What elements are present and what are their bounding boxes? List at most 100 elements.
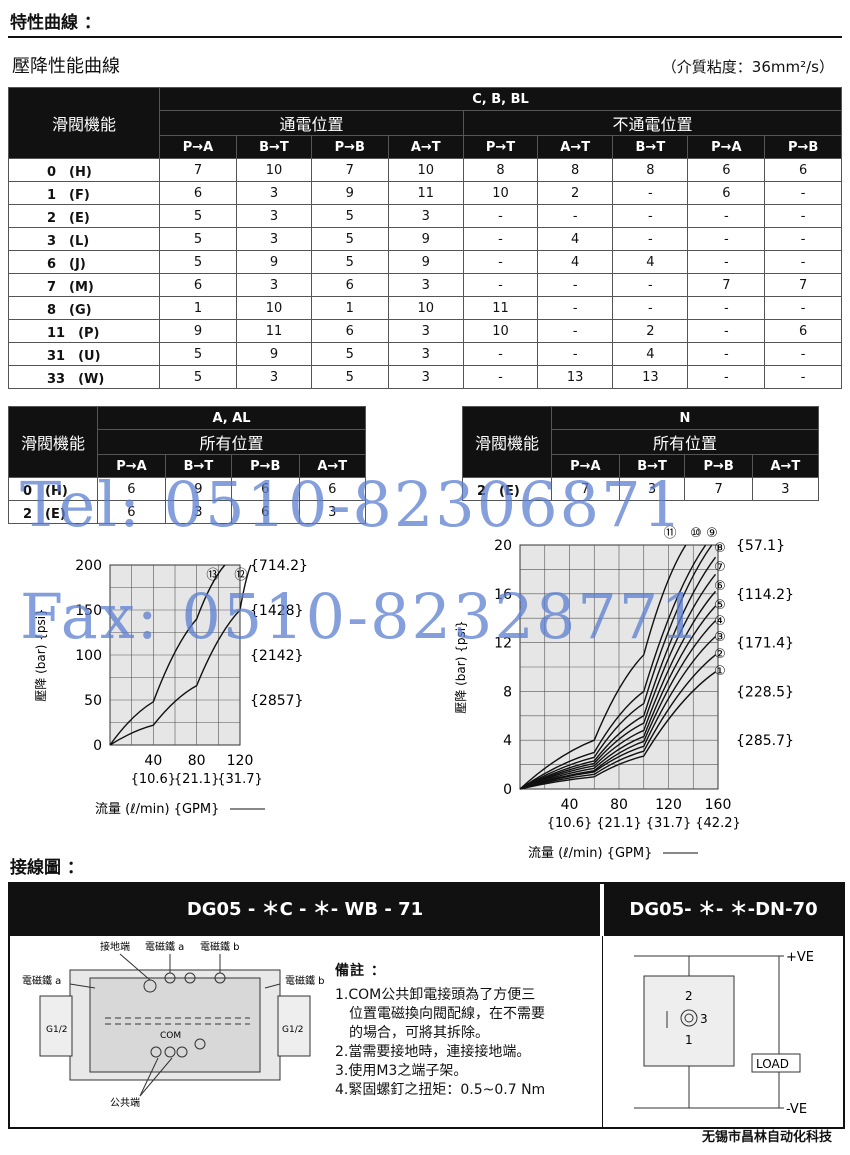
table-cell: - <box>687 204 766 228</box>
series-label: ④ <box>714 614 726 629</box>
table-cell: 5 <box>310 250 389 274</box>
table-cell: 7 <box>310 158 389 182</box>
position-header: 所有位置 <box>551 429 819 455</box>
y-axis-label: 壓降 (bar) {psi} <box>454 620 468 713</box>
series-label: ⑤ <box>714 598 726 613</box>
table-cell: 10 <box>387 296 464 320</box>
table-cell: 2 <box>536 181 614 205</box>
y-psi-label: {57.1} <box>736 538 785 554</box>
table-cell: - <box>536 204 614 228</box>
column-header: P→B <box>230 454 300 478</box>
table-cell: 9 <box>164 477 232 501</box>
table-cell: 5 <box>310 227 389 251</box>
column-header: P→B <box>684 454 753 478</box>
y-psi-label: {114.2} <box>736 587 794 603</box>
y-tick-label: 12 <box>494 636 512 652</box>
watermark-fax: Fax: 0510-82328771 <box>20 580 702 653</box>
table-cell: - <box>612 227 689 251</box>
table-cell: 10 <box>462 319 539 343</box>
table-cell: - <box>612 181 689 205</box>
wiring-right-title: DG05- ＊- ＊-DN-70 <box>604 884 843 936</box>
table-cell: 3 <box>387 273 464 297</box>
series-label: ⑧ <box>714 541 726 556</box>
x-gpm-label: {31.7} <box>646 816 692 831</box>
port-g12-left: G1/2 <box>46 1025 67 1035</box>
row-label: 2 (E) <box>462 477 552 501</box>
pressure-chart-right: 0 4 8 12 16 20 {285.7} {228.5} {171.4} {114.2} {57… <box>454 526 794 861</box>
table-cell: 4 <box>612 250 689 274</box>
table-cell: 5 <box>159 250 237 274</box>
table-cell: - <box>687 296 766 320</box>
series-line <box>519 573 717 790</box>
table-cell: 3 <box>235 273 312 297</box>
note-line: 的場合，可將其拆除。 <box>335 1025 489 1041</box>
table-cell: 4 <box>536 227 614 251</box>
table-cell: 8 <box>612 158 689 182</box>
table-cell: 6 <box>310 273 389 297</box>
table-cell: 2 <box>612 319 689 343</box>
column-header: A→T <box>536 135 614 159</box>
y-tick-label: 8 <box>503 684 512 700</box>
table-cell: 6 <box>159 181 237 205</box>
load-label: LOAD <box>756 1057 789 1071</box>
table-cell: - <box>764 204 842 228</box>
note-line: 位置電磁換向閥配線，在不需要 <box>335 1006 545 1022</box>
table-cell: 3 <box>298 500 367 524</box>
y-tick-label: 50 <box>84 693 102 709</box>
note-line: 2.當需要接地時，連接接地端。 <box>335 1044 531 1060</box>
table-cell: - <box>536 273 614 297</box>
table-cell: 10 <box>235 296 312 320</box>
table-cell: 6 <box>687 158 766 182</box>
table-cell: - <box>764 227 842 251</box>
series-label: ⑪ <box>663 526 676 541</box>
pressure-chart-left: 0 50 100 150 200 {2857} {2142} {1428} {714.2} 40 {… <box>34 558 308 817</box>
table-cell: 7 <box>159 158 237 182</box>
table-cell: 9 <box>235 342 312 366</box>
table-cell: 6 <box>310 319 389 343</box>
column-header: P→A <box>159 135 237 159</box>
table-cell: - <box>764 181 842 205</box>
table-cell: 3 <box>235 204 312 228</box>
table-cell: - <box>687 250 766 274</box>
y-tick-label: 4 <box>503 733 512 749</box>
series-label: ② <box>714 647 726 662</box>
coil-a-label: 電磁鐵 a <box>22 974 61 987</box>
series-line <box>519 654 716 790</box>
table-cell: - <box>612 204 689 228</box>
positive-terminal: +VE <box>786 950 814 965</box>
table-cell: 3 <box>387 342 464 366</box>
x-gpm-label: {10.6} <box>547 816 593 831</box>
x-gpm-label: {21.1} <box>596 816 642 831</box>
dn-diagram: +VE -VE LOAD 2 3 1 <box>634 950 814 1117</box>
table-cell: 11 <box>235 319 312 343</box>
table-cell: 3 <box>235 227 312 251</box>
table-cell: 4 <box>612 342 689 366</box>
x-gpm-label: {31.7} <box>217 772 263 787</box>
terminal-diagram: 接地端 電磁鐵 a 電磁鐵 b 電磁鐵 a 電磁鐵 b COM 公共端 G1/2… <box>22 940 325 1109</box>
pressure-table-n: 滑閥機能 N 所有位置 P→A B→T P→B A→T 2 (E) 7 3 7 3 <box>462 406 820 501</box>
series-label: ⑬ <box>206 568 219 583</box>
table-cell: - <box>536 296 614 320</box>
row-label: 7 (M) <box>8 273 160 297</box>
x-axis-label: 流量 (ℓ/min) {GPM} <box>95 802 219 817</box>
table-cell: 5 <box>159 204 237 228</box>
table-cell: - <box>687 227 766 251</box>
table-cell: 3 <box>164 500 232 524</box>
table-row: 2 (E) 5 3 5 3- - - - - <box>8 204 842 228</box>
x-tick-label: 40 <box>561 797 579 813</box>
position-header: 所有位置 <box>97 429 366 455</box>
table-row: 1 (F) 6 3 9 11 10 2-6- <box>8 181 842 205</box>
wiring-title: 接線圖 ： <box>10 858 84 878</box>
table-cell: 3 <box>387 365 464 389</box>
pin-1-label: 1 <box>685 1033 693 1047</box>
table-cell: 9 <box>387 250 464 274</box>
table-cell: - <box>612 273 689 297</box>
table-cell: - <box>612 296 689 320</box>
table-cell: 3 <box>618 477 686 501</box>
x-tick-label: 120 <box>655 797 682 813</box>
table-cell: 13 <box>536 365 614 389</box>
y-tick-label: 200 <box>75 558 102 574</box>
table-cell: 3 <box>235 181 312 205</box>
x-gpm-label: {21.1} <box>174 772 220 787</box>
column-header: A→T <box>751 454 820 478</box>
